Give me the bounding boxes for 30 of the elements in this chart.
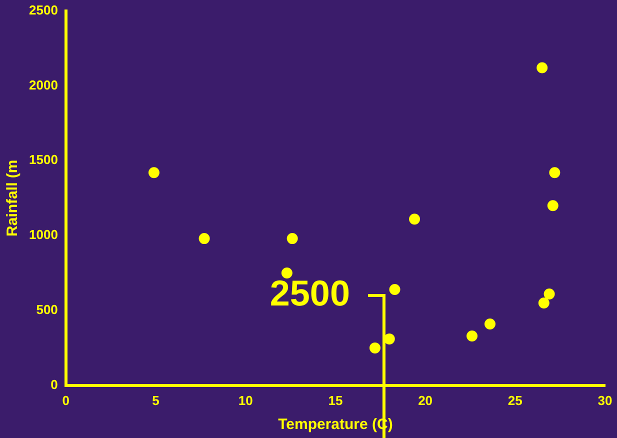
point (549, 167, 560, 178)
x-tick-label: 15 (328, 392, 343, 408)
x-tick-label: 5 (152, 392, 160, 408)
point (384, 333, 395, 344)
point (148, 167, 160, 178)
x-tick-label: 10 (238, 392, 253, 408)
x-tick-label: 20 (418, 392, 433, 408)
point (369, 342, 380, 354)
point (466, 330, 478, 342)
y-axis-title: Rainfall (m (4, 160, 22, 236)
y-tick-label: 500 (36, 302, 58, 318)
y-tick-label: 0 (50, 376, 58, 392)
point (389, 284, 400, 296)
point (484, 318, 496, 330)
y-tick-label: 1000 (29, 227, 58, 242)
point (409, 214, 420, 225)
y-tick-label: 2500 (29, 2, 58, 18)
x-tick-label: 30 (598, 392, 612, 408)
point (544, 288, 555, 300)
point (538, 297, 550, 308)
point (536, 62, 548, 74)
y-tick-label: 2000 (29, 77, 58, 92)
point (281, 268, 292, 279)
x-tick-label: 0 (62, 392, 70, 408)
y-tick-label: 1500 (29, 152, 58, 168)
point (286, 233, 298, 244)
point (198, 233, 210, 244)
x-tick-label: 25 (508, 392, 522, 408)
point (547, 200, 558, 212)
annotation: 2500 (270, 272, 350, 314)
